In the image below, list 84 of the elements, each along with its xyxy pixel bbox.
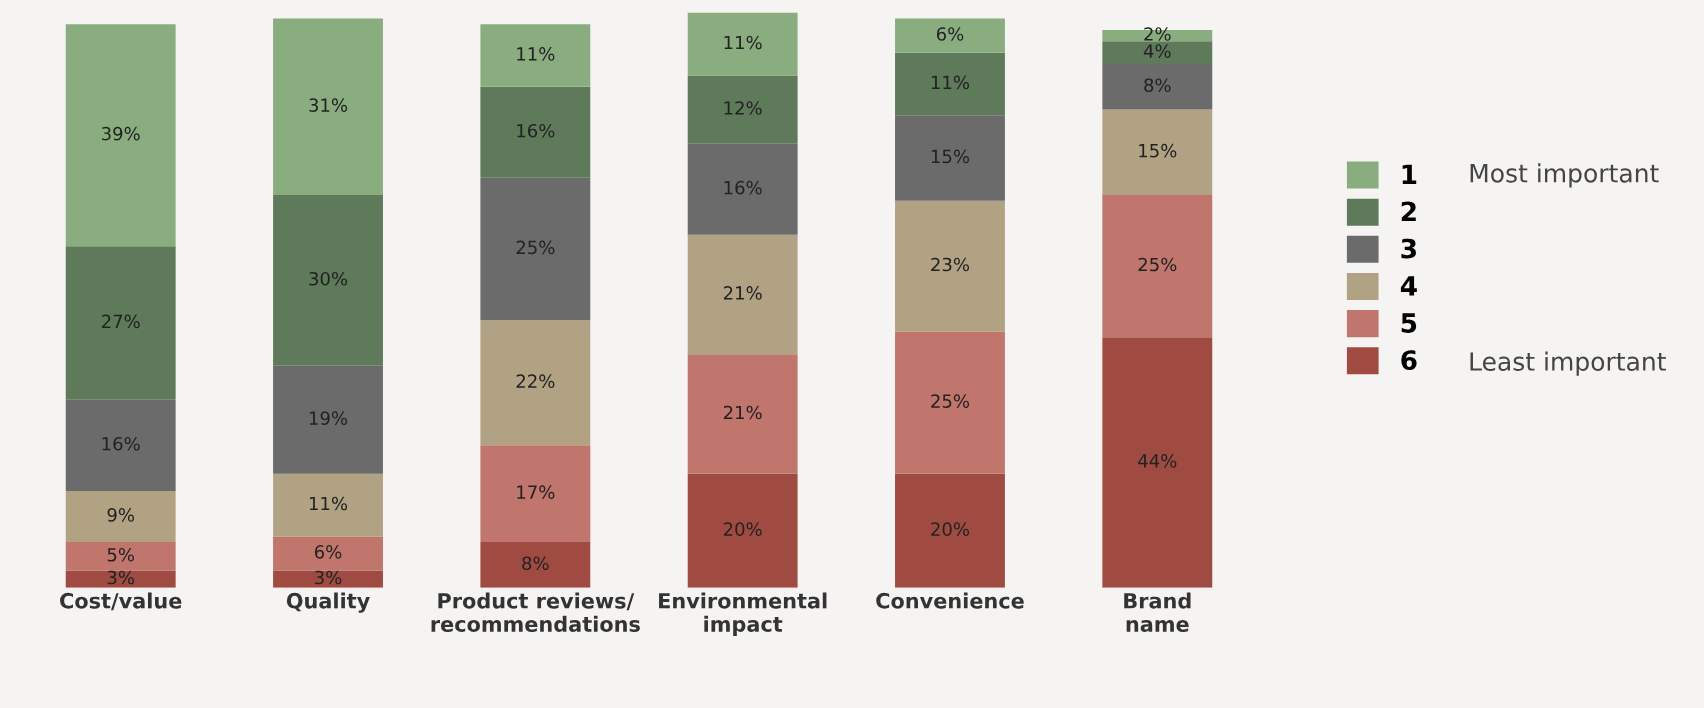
data-label: 17% [517,485,555,499]
data-label: 23% [931,257,970,272]
bar [65,542,176,571]
bar [480,86,591,178]
bar [273,536,383,571]
bar [480,445,591,543]
bar [895,52,1005,116]
legend-label: 4 [1400,276,1417,296]
legend-label: 3 [1401,238,1416,259]
legend-label: 2 [1401,201,1416,222]
bar [1102,337,1213,588]
data-label: 5% [107,547,135,562]
bar [480,320,591,446]
data-label: 6% [314,545,342,559]
text: Most important [1470,163,1659,188]
data-label: 6% [936,27,964,41]
data-label: 16% [517,123,555,138]
bar [1102,41,1213,65]
x-tick-label: Convenience [876,592,1024,609]
text: Least important [1470,351,1666,376]
data-label: 21% [723,405,762,420]
bar [687,12,798,76]
bar [687,234,798,355]
bar [687,473,798,588]
data-label: 31% [309,98,348,112]
bar [895,473,1005,588]
data-label: 2% [1144,27,1171,41]
data-label: 11% [517,47,555,61]
data-label: 11% [724,35,762,50]
data-label: 12% [724,101,762,115]
bar [273,473,383,537]
bar [65,24,176,247]
bar [65,399,176,491]
bar [895,331,1005,474]
data-label: 3% [107,570,135,585]
bar [273,365,383,474]
data-label: 16% [102,436,140,451]
x-tick-label: Cost/value [60,592,182,611]
legend-label: 6 [1401,350,1417,371]
bar [1102,109,1213,195]
data-label: 25% [1138,257,1177,272]
bar [687,354,798,474]
bar [1102,194,1213,338]
bar [895,18,1005,53]
bar [480,542,591,588]
data-label: 21% [723,286,762,300]
data-label: 25% [931,394,970,408]
bar [895,115,1005,201]
x-tick-label: Environmental impact [659,592,827,636]
bar [480,177,591,321]
data-label: 30% [309,271,348,286]
legend-label: 1 [1402,164,1417,184]
data-label: 39% [102,126,140,141]
data-label: 16% [724,180,762,195]
bar [65,490,176,543]
data-label: 3% [315,570,342,585]
data-label: 15% [931,149,970,164]
data-label: 8% [522,556,549,571]
bar [1102,64,1213,110]
data-label: 44% [1138,454,1177,468]
data-label: 15% [1139,143,1177,158]
x-tick-label: Product reviews/ recommendations [431,592,640,632]
bar [273,194,383,366]
data-label: 4% [1143,44,1171,58]
bar [687,75,798,144]
data-label: 11% [931,75,970,90]
x-tick-label: Quality [286,592,370,613]
data-label: 20% [931,522,970,536]
data-label: 25% [516,240,555,255]
data-label: 27% [101,314,140,329]
bar [480,24,591,87]
data-label: 11% [309,496,348,511]
data-label: 9% [107,508,135,522]
bar [895,200,1005,332]
data-label: 22% [516,374,555,388]
bar [687,143,798,235]
legend-label: 5 [1401,313,1417,333]
x-tick-label: Brand name [1124,592,1191,632]
bar [1102,29,1213,42]
data-label: 20% [723,522,762,536]
bar [65,246,176,400]
data-label: 8% [1144,78,1171,93]
bar [273,18,383,195]
data-label: 19% [309,411,348,425]
